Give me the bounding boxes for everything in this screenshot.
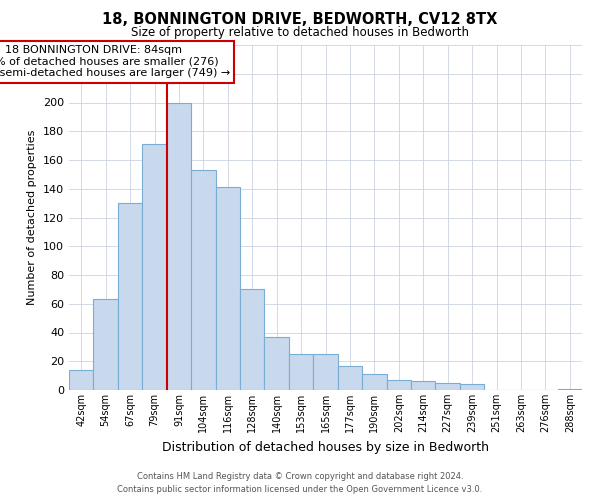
Text: 18 BONNINGTON DRIVE: 84sqm
← 26% of detached houses are smaller (276)
72% of sem: 18 BONNINGTON DRIVE: 84sqm ← 26% of deta…	[0, 45, 230, 78]
Bar	[69, 370, 94, 390]
X-axis label: Distribution of detached houses by size in Bedworth: Distribution of detached houses by size …	[162, 440, 489, 454]
Bar	[411, 382, 436, 390]
Bar	[265, 337, 289, 390]
Text: 18, BONNINGTON DRIVE, BEDWORTH, CV12 8TX: 18, BONNINGTON DRIVE, BEDWORTH, CV12 8TX	[103, 12, 497, 28]
Bar	[215, 188, 240, 390]
Bar	[118, 203, 142, 390]
Bar	[289, 354, 313, 390]
Bar	[167, 102, 191, 390]
Bar	[338, 366, 362, 390]
Bar	[94, 300, 118, 390]
Bar	[191, 170, 215, 390]
Text: Contains HM Land Registry data © Crown copyright and database right 2024.
Contai: Contains HM Land Registry data © Crown c…	[118, 472, 482, 494]
Bar	[386, 380, 411, 390]
Bar	[362, 374, 386, 390]
Text: Size of property relative to detached houses in Bedworth: Size of property relative to detached ho…	[131, 26, 469, 39]
Bar	[240, 290, 265, 390]
Bar	[460, 384, 484, 390]
Y-axis label: Number of detached properties: Number of detached properties	[28, 130, 37, 305]
Bar	[557, 388, 582, 390]
Bar	[142, 144, 167, 390]
Bar	[313, 354, 338, 390]
Bar	[436, 383, 460, 390]
